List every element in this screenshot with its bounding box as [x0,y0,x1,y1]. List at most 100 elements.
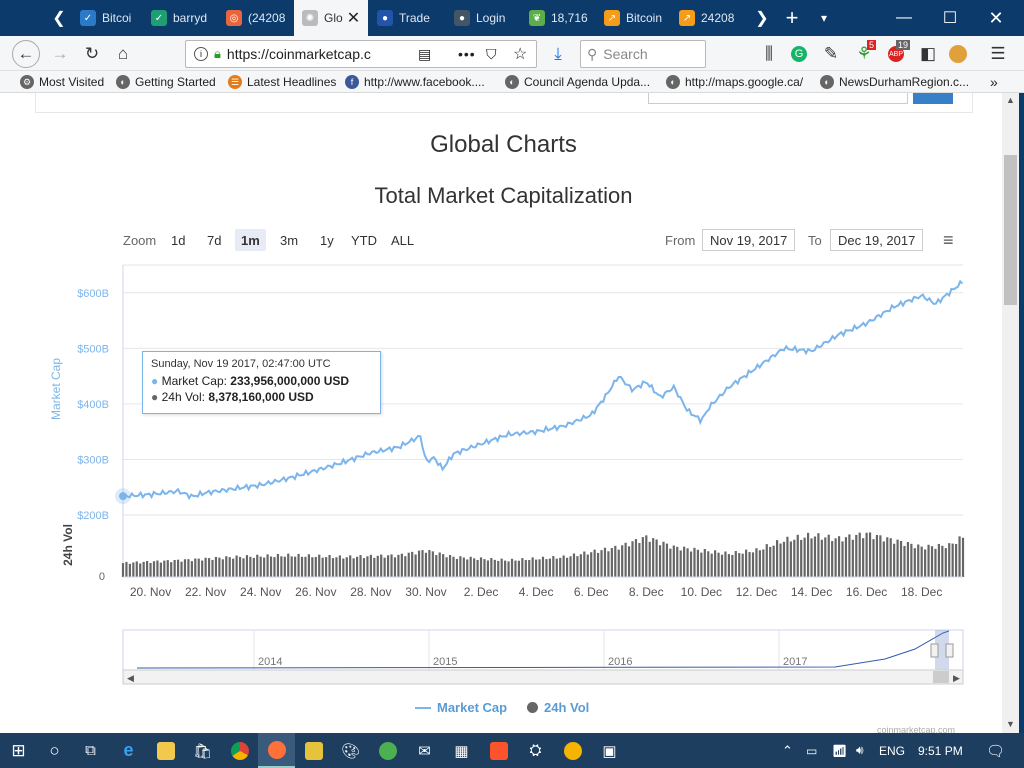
home-button[interactable]: ⌂ [117,44,129,63]
to-date-input[interactable]: Dec 19, 2017 [830,229,924,251]
info-icon[interactable]: i [194,47,208,61]
page-scrollbar[interactable]: ▲ ▼ [1002,93,1019,733]
x-tick-label: 8. Dec [629,585,664,599]
volume-bar [338,555,341,577]
zoom-button[interactable]: ALL [391,232,415,248]
tray-chevron-icon[interactable]: ⌃ [782,742,793,758]
photos-icon[interactable]: ▣ [602,742,617,760]
edge-icon[interactable]: e [123,740,134,760]
close-tab-icon[interactable]: ✕ [346,10,361,27]
start-button[interactable]: ⊞ [11,740,26,760]
chart-menu-icon[interactable]: ≡ [943,230,954,250]
zoom-button[interactable]: 7d [207,232,222,248]
reload-button[interactable]: ↻ [84,44,100,63]
bookmark-icon: ◐ [116,75,130,89]
search-input[interactable]: ⚲ Search [580,40,706,68]
network-icon[interactable]: 📶︎ [832,743,848,758]
browser-tab[interactable]: ✺ Glo ✕ [294,0,368,36]
language-indicator[interactable]: ENG [879,743,906,758]
tab-scroll-left-button[interactable]: ❮ [52,10,66,27]
url-text[interactable]: https://coinmarketcap.c [226,46,371,62]
cortana-icon[interactable]: ○ [49,740,60,760]
tab-scroll-right-button[interactable]: ❯ [755,10,769,27]
pocket-icon[interactable]: ⛉ [486,45,497,62]
scroll-up-arrow[interactable]: ▲ [1006,95,1015,105]
browser-tab[interactable]: ◎ (24208 [218,0,292,36]
bookmarks-overflow-button[interactable]: » [990,74,998,90]
menu-icon[interactable]: ☰ [990,44,1006,63]
firefox-icon[interactable] [258,733,295,768]
bookmark-item[interactable]: ◐ NewsDurhamRegion.c... [820,73,969,91]
scroll-down-arrow[interactable]: ▼ [1006,719,1015,729]
bookmark-star-icon[interactable]: ☆ [513,46,528,63]
tab-list-button[interactable]: ▾ [820,11,828,25]
page-actions-icon[interactable]: ••• [458,46,476,62]
downloads-icon[interactable]: ⤓ [554,44,562,63]
browser-tab[interactable]: ● Login [446,0,520,36]
new-tab-button[interactable]: + [785,5,799,30]
browser-tab[interactable]: ✓ barryd [143,0,217,36]
grammarly-icon[interactable]: G [785,40,813,68]
from-date-input[interactable]: Nov 19, 2017 [702,229,796,251]
address-bar[interactable]: i 🔒︎ https://coinmarketcap.c ▤ ••• ⛉ ☆ [185,40,537,68]
store-icon[interactable]: 🛍︎ [192,742,213,760]
reader-view-icon[interactable]: ▤ [418,45,432,62]
browser-tab[interactable]: ● Trade [369,0,443,36]
mail-icon[interactable]: ✉ [418,742,431,760]
paint-icon[interactable]: 🎨︎ [340,742,361,760]
adblock-icon[interactable]: ABP 19 [882,40,911,68]
volume-icon[interactable]: 🔊︎ [856,743,864,757]
volume-bar [621,545,624,577]
extension-icon[interactable]: ⚘ 5 [856,40,877,63]
zoom-button[interactable]: YTD [351,232,377,248]
browser-tab[interactable]: ↗ Bitcoin [596,0,670,36]
search-button-remnant[interactable] [913,93,953,104]
zoom-button[interactable]: 1d [171,232,186,248]
forward-button[interactable]: → [51,44,69,63]
zoom-button[interactable]: 1y [320,232,334,248]
volume-bar [596,552,600,577]
top-panel-remnant [35,93,973,113]
bookmark-item[interactable]: ⚙ Most Visited [20,73,104,91]
search-field-remnant[interactable] [648,93,908,104]
zoom-button[interactable]: 1m [235,229,266,251]
battery-icon[interactable]: ▭ [806,743,818,758]
honey-icon[interactable] [944,40,972,68]
legend-market-cap[interactable]: Market Cap [415,700,507,715]
legend-24h-vol[interactable]: 24h Vol [527,700,589,715]
browser-tab[interactable]: ❦ 18,716 [521,0,595,36]
file-explorer-icon[interactable] [147,733,184,768]
calculator-icon[interactable]: ▦ [454,742,469,760]
sidebar-icon[interactable]: ◧ [919,44,937,63]
volume-bar [524,560,527,577]
brave-icon[interactable] [480,733,517,768]
bookmark-item[interactable]: ☰ Latest Headlines [228,73,336,91]
browser-tab[interactable]: ✓ Bitcoi [72,0,146,36]
clock[interactable]: 9:51 PM [918,743,963,758]
maximize-button[interactable]: ☐ [942,10,958,27]
calculator-app-icon[interactable] [295,733,332,768]
zoom-button[interactable]: 3m [280,232,299,248]
browser-tab[interactable]: ↗ 24208 [671,0,745,36]
library-icon[interactable]: ⫼ [765,44,773,63]
x-tick-label: 14. Dec [791,585,832,599]
bookmark-item[interactable]: ◐ Council Agenda Upda... [505,73,650,91]
notifications-icon[interactable]: 🗨︎ [986,742,1006,760]
chrome-icon[interactable] [221,733,258,768]
globe-app-icon[interactable] [369,733,406,768]
bookmark-item[interactable]: f http://www.facebook.... [345,73,485,91]
back-button[interactable]: ← [12,40,40,68]
volume-bar [700,552,703,577]
volume-bar [393,557,397,577]
task-view-icon[interactable]: ⧉ [85,742,96,759]
minimize-button[interactable]: — [896,9,912,26]
bookmark-item[interactable]: ◐ http://maps.google.ca/ [666,73,803,91]
chrome-alt-icon[interactable] [554,733,591,768]
eyedropper-icon[interactable]: ✎ [823,44,839,63]
tools-icon[interactable]: ⛭ [529,742,542,759]
scrollbar-thumb[interactable] [1004,155,1017,305]
market-cap-chart[interactable]: $200B $300B $400B $500B $600B 0 Market Cap 24h … [5,93,1002,733]
bookmark-item[interactable]: ◐ Getting Started [116,73,216,91]
volume-bar [514,560,517,577]
close-window-button[interactable]: ✕ [988,7,1004,28]
